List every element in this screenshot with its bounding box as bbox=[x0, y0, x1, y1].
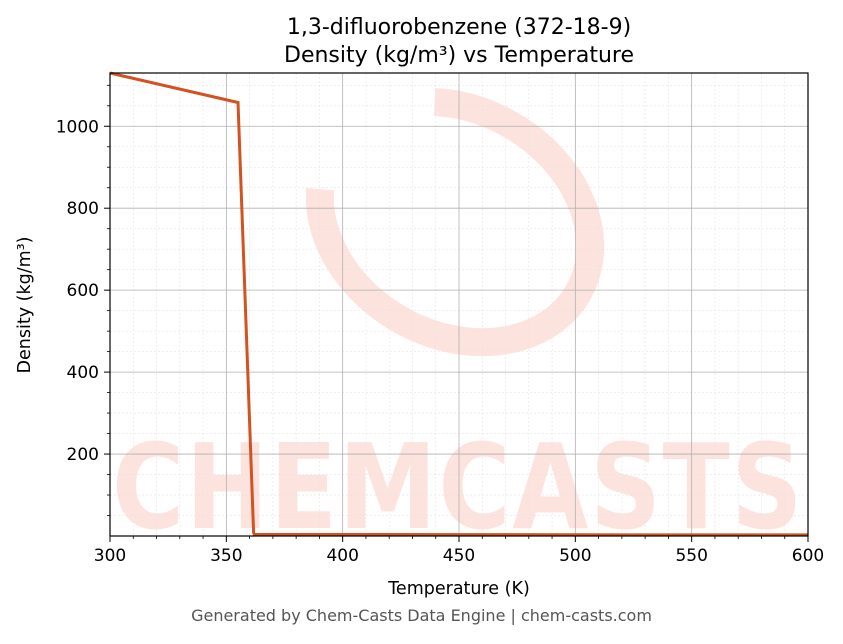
major-grid bbox=[109, 73, 809, 536]
x-tick-labels: 300 350 400 450 500 550 600 bbox=[94, 546, 824, 566]
y-tick-label: 400 bbox=[67, 363, 99, 383]
series-layer bbox=[109, 71, 808, 537]
x-axis-label: Temperature (K) bbox=[387, 579, 530, 599]
y-tick-label: 600 bbox=[67, 281, 99, 301]
footer-credit: Generated by Chem-Casts Data Engine | ch… bbox=[191, 606, 652, 625]
axis-ticks bbox=[104, 84, 809, 542]
y-tick-label: 200 bbox=[67, 445, 99, 465]
x-tick-label: 500 bbox=[559, 546, 591, 566]
density-line bbox=[109, 71, 808, 537]
x-tick-label: 300 bbox=[94, 546, 126, 566]
x-tick-label: 600 bbox=[792, 546, 824, 566]
watermark-text: CHEMCASTS bbox=[112, 418, 804, 556]
chemcasts-watermark: CHEMCASTS bbox=[112, 87, 804, 556]
y-axis-label: Density (kg/m³) bbox=[15, 237, 35, 374]
chart-subtitle: Density (kg/m³) vs Temperature bbox=[284, 43, 634, 68]
y-tick-labels: 200 400 600 800 1000 bbox=[56, 117, 99, 465]
chart-title: 1,3-difluorobenzene (372-18-9) bbox=[287, 15, 631, 40]
y-tick-label: 1000 bbox=[56, 117, 99, 137]
x-tick-label: 550 bbox=[675, 546, 707, 566]
y-tick-label: 800 bbox=[67, 199, 99, 219]
x-tick-label: 450 bbox=[443, 546, 475, 566]
x-tick-label: 350 bbox=[210, 546, 242, 566]
x-tick-label: 400 bbox=[326, 546, 358, 566]
